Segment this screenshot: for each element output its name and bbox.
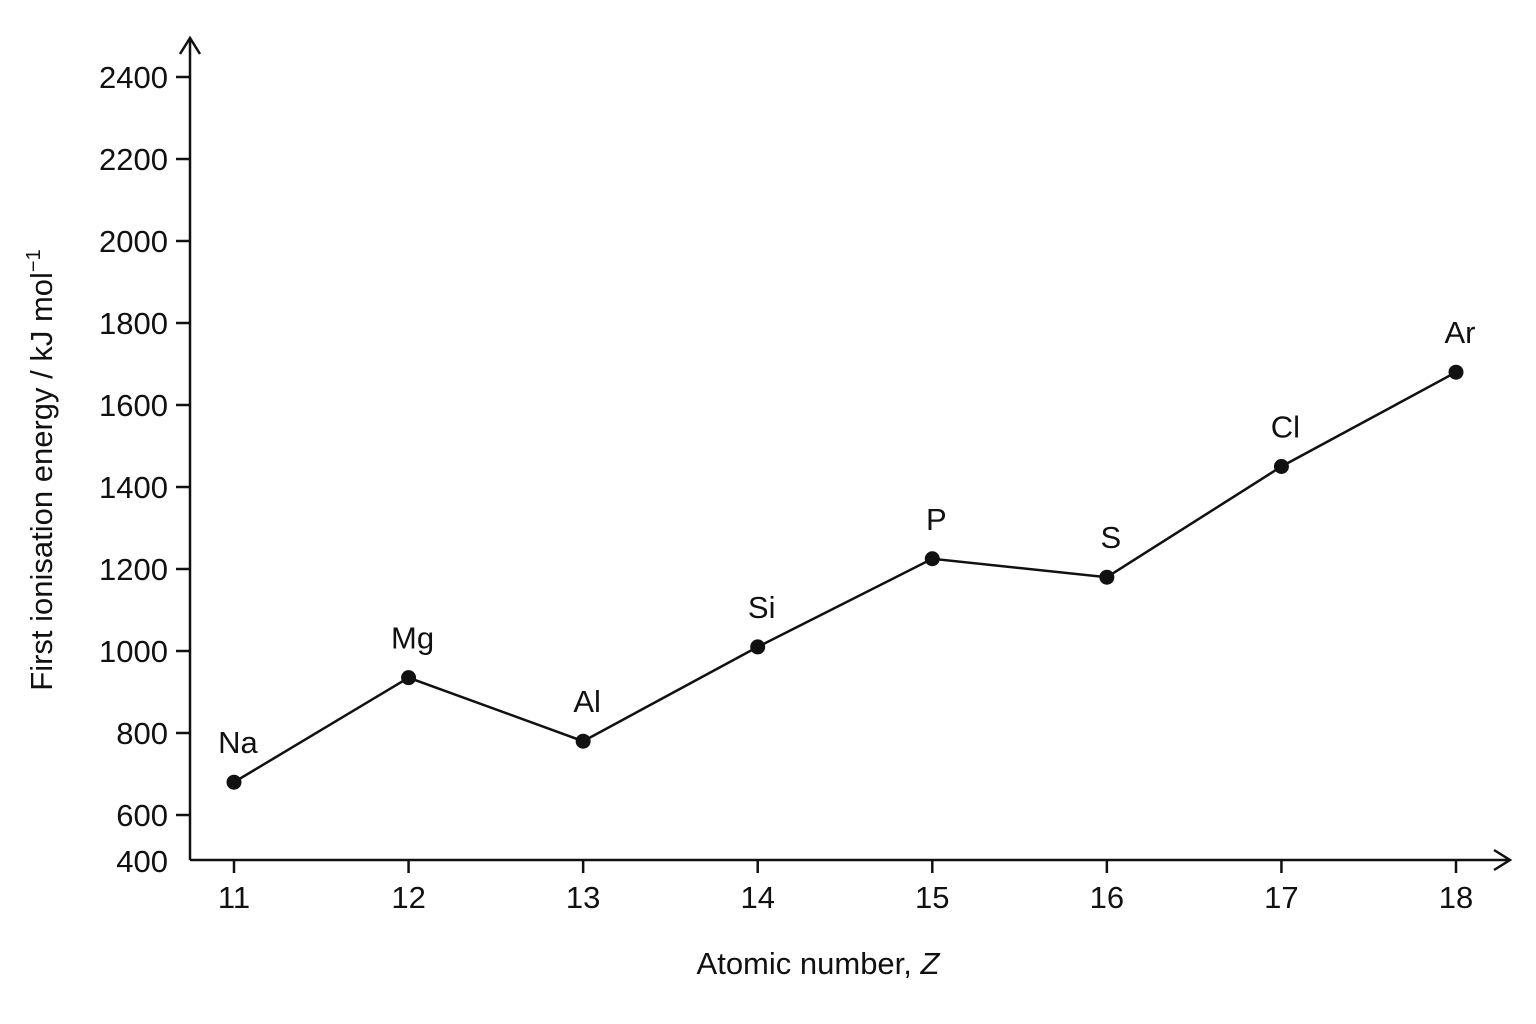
data-points (226, 364, 1464, 790)
data-point-cl (1273, 459, 1289, 474)
y-tick-label: 1400 (99, 470, 168, 505)
y-axis-arrowhead (178, 35, 202, 55)
x-ticks: 11 12 13 14 15 16 17 18 (218, 860, 1473, 915)
point-label-al: Al (573, 684, 601, 719)
y-ticks: 400 600 800 1000 1200 1400 1600 1800 2000 2200 240… (99, 60, 190, 879)
x-tick-label: 15 (915, 880, 949, 915)
y-tick-label: 1200 (99, 552, 168, 587)
y-tick-label: 1000 (99, 634, 168, 669)
y-tick-label: 800 (116, 716, 168, 751)
series-line (233, 371, 1457, 784)
point-label-mg: Mg (391, 621, 434, 656)
point-label-s: S (1101, 520, 1122, 555)
x-tick-label: 11 (218, 880, 250, 915)
point-label-p: P (926, 502, 947, 537)
y-tick-label: 1600 (99, 388, 168, 423)
y-tick-label: 2000 (99, 224, 168, 259)
data-point-si (750, 639, 766, 655)
y-tick-label: 400 (116, 844, 168, 879)
data-point-s (1099, 569, 1115, 585)
x-axis-arrowhead (1493, 848, 1513, 872)
point-label-si: Si (748, 590, 776, 625)
axes (178, 35, 1513, 872)
x-axis-label: Atomic number, Z (697, 946, 941, 981)
x-tick-label: 14 (740, 880, 774, 915)
data-point-p (924, 551, 940, 567)
x-tick-label: 18 (1439, 880, 1473, 915)
data-point-al (575, 733, 591, 749)
x-tick-label: 16 (1090, 880, 1124, 915)
y-tick-label: 600 (116, 798, 168, 833)
point-label-cl: Cl (1271, 410, 1300, 445)
y-tick-label: 2200 (99, 142, 168, 177)
x-tick-label: 13 (566, 880, 600, 915)
data-point-na (226, 774, 242, 790)
point-label-na: Na (218, 725, 258, 760)
y-axis-label: First ionisation energy / kJ mol−1 (23, 249, 59, 690)
data-point-mg (401, 670, 417, 686)
data-point-ar (1448, 364, 1464, 380)
x-tick-label: 12 (391, 880, 425, 915)
point-label-ar: Ar (1445, 315, 1476, 350)
y-tick-label: 1800 (99, 306, 168, 341)
x-tick-label: 17 (1264, 880, 1298, 915)
y-tick-label: 2400 (99, 60, 168, 95)
point-labels: Na Mg Al Si P S Cl Ar (218, 315, 1475, 760)
